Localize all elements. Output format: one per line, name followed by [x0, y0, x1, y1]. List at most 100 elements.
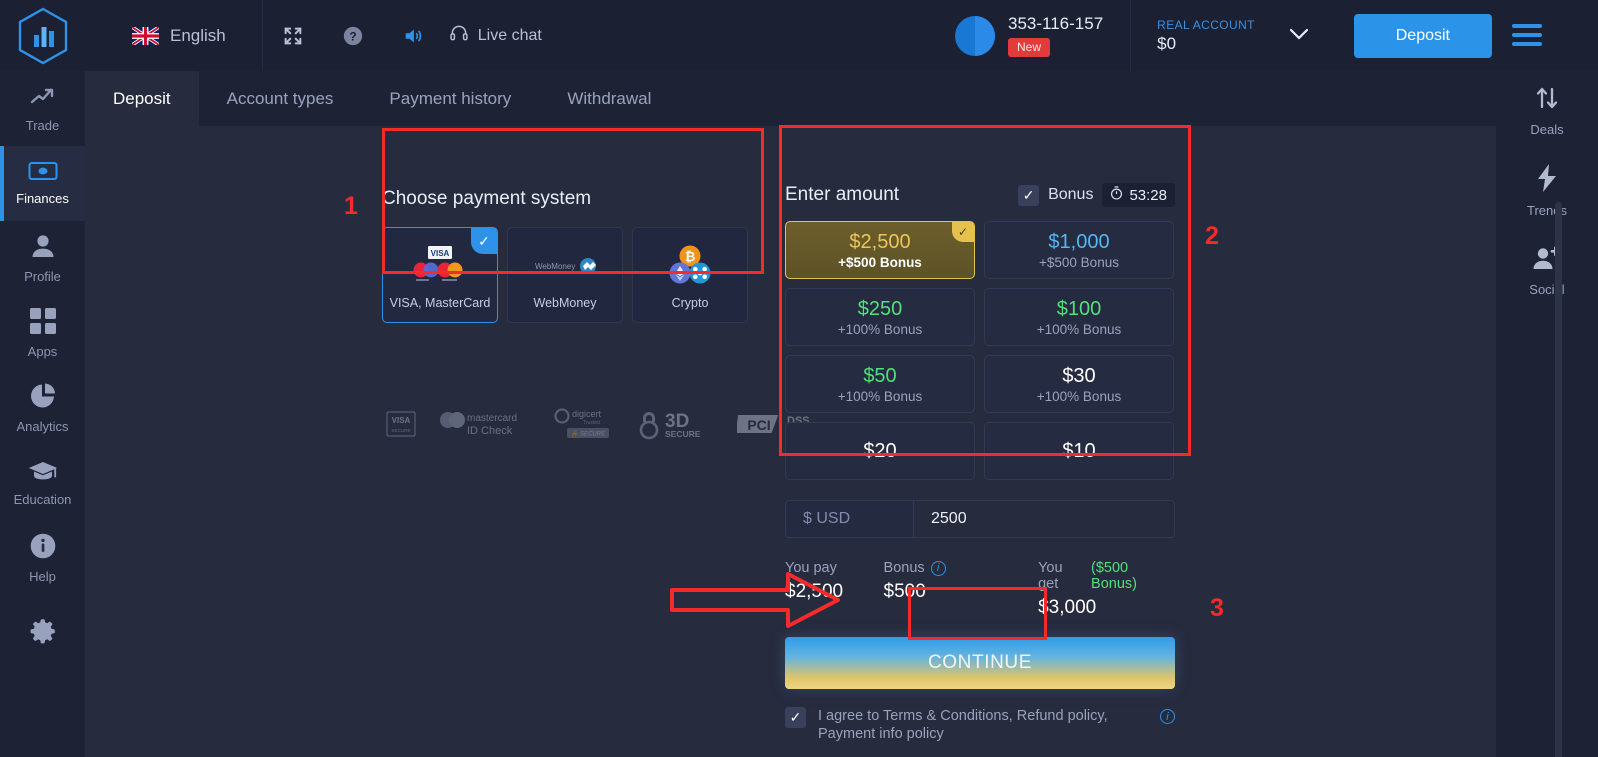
amount-input[interactable]: 2500	[914, 501, 1174, 537]
sidebar-item-label: Deals	[1530, 122, 1564, 137]
total-you-get: You get ($500 Bonus) $3,000	[1038, 560, 1175, 619]
sidebar-item-label: Analytics	[16, 419, 69, 434]
banknote-icon	[28, 161, 58, 186]
bonus-toggle-group: ✓ Bonus 53:28	[1018, 183, 1175, 207]
person-icon	[29, 233, 57, 264]
lightning-bolt-icon	[1536, 164, 1558, 197]
amount-bonus: +100% Bonus	[837, 389, 923, 404]
status-badge: New	[1008, 38, 1051, 57]
vertical-scrollbar[interactable]	[1555, 202, 1562, 757]
amount-option-100[interactable]: $100 +100% Bonus	[984, 288, 1174, 346]
bonus-checkbox[interactable]: ✓	[1018, 184, 1040, 206]
visa-secure-badge: VISA SECURE	[386, 411, 416, 437]
deposit-button[interactable]: Deposit	[1353, 13, 1492, 58]
fullscreen-icon[interactable]	[263, 0, 323, 71]
amount-bonus: +100% Bonus	[1036, 389, 1122, 404]
pie-chart-icon	[30, 383, 56, 414]
payment-card-label: Crypto	[671, 296, 709, 310]
sidebar-item-finances[interactable]: Finances	[0, 146, 85, 221]
language-label: English	[170, 25, 226, 45]
tab-account-types[interactable]: Account types	[226, 88, 334, 108]
live-chat-button[interactable]: Live chat	[443, 0, 562, 71]
sidebar-item-education[interactable]: Education	[0, 446, 85, 521]
sidebar-item-help[interactable]: Help	[0, 521, 85, 596]
account-id: 353-116-157	[1008, 14, 1104, 33]
topbar-icon-group: ? Live chat	[263, 0, 562, 71]
hamburger-menu-icon[interactable]	[1512, 24, 1542, 46]
info-circle-icon[interactable]: i	[1160, 709, 1175, 724]
sidebar-item-apps[interactable]: Apps	[0, 296, 85, 371]
3d-secure-badge: 3D SECURE	[639, 411, 701, 440]
amount-option-30[interactable]: $30 +100% Bonus	[984, 355, 1174, 413]
svg-text:WebMoney: WebMoney	[535, 262, 575, 271]
amount-bonus: +$500 Bonus	[838, 255, 922, 270]
tab-payment-history[interactable]: Payment history	[389, 88, 512, 108]
payment-card-label: WebMoney	[533, 296, 597, 310]
language-selector[interactable]: English	[132, 26, 226, 46]
amount-option-2500[interactable]: ✓ $2,500 +$500 Bonus	[785, 221, 975, 279]
tab-withdrawal[interactable]: Withdrawal	[567, 88, 652, 108]
avatar[interactable]	[955, 15, 995, 56]
continue-button[interactable]: CONTINUE	[785, 637, 1175, 689]
help-question-icon[interactable]: ?	[323, 0, 383, 71]
tab-deposit[interactable]: Deposit	[85, 71, 199, 126]
sidebar-item-analytics[interactable]: Analytics	[0, 371, 85, 446]
bonus-label: Bonus	[1048, 186, 1094, 203]
total-bonus-note: ($500 Bonus)	[1091, 560, 1137, 592]
bonus-timer: 53:28	[1102, 183, 1175, 207]
terms-checkbox[interactable]: ✓	[785, 707, 806, 728]
account-type-selector[interactable]: REAL ACCOUNT $0	[1157, 18, 1255, 54]
info-circle-icon[interactable]: i	[930, 560, 946, 576]
amount-option-1000[interactable]: $1,000 +$500 Bonus	[984, 221, 1174, 279]
svg-text:₿: ₿	[685, 249, 696, 264]
bonus-timer-value: 53:28	[1129, 186, 1167, 204]
terms-agreement: ✓ I agree to Terms & Conditions, Refund …	[785, 707, 1175, 743]
tab-bar: Deposit Account types Payment history Wi…	[85, 71, 1496, 126]
sidebar-item-trade[interactable]: Trade	[0, 71, 85, 146]
sidebar-item-label: Trade	[25, 118, 60, 133]
svg-text:VISA: VISA	[431, 249, 450, 258]
svg-text:VISA: VISA	[392, 416, 411, 425]
enter-amount: Enter amount ✓ Bonus 53:28	[785, 183, 1175, 757]
total-value: $2,500	[785, 581, 844, 602]
total-label: You get	[1038, 560, 1063, 592]
choose-payment-system: Choose payment system VISA	[382, 188, 762, 323]
trust-badges: VISA SECURE mastercard ID Check digicert…	[385, 408, 811, 440]
amount-option-250[interactable]: $250 +100% Bonus	[785, 288, 975, 346]
amount-value: $1,000	[1048, 231, 1110, 253]
amount-option-10[interactable]: $10	[984, 422, 1174, 480]
amount-value: $250	[857, 298, 903, 320]
payment-card-visa-mastercard[interactable]: VISA ✓ VISA, MasterCard	[382, 227, 498, 323]
total-label: You pay	[785, 560, 837, 576]
total-bonus: Bonus i $500	[884, 560, 1039, 619]
account-type-label: REAL ACCOUNT	[1157, 17, 1255, 32]
payment-card-label: VISA, MasterCard	[389, 296, 491, 310]
chart-hexagon-logo[interactable]	[17, 7, 69, 65]
sidebar-item-trends[interactable]: Trends	[1496, 151, 1598, 231]
live-chat-label: Live chat	[477, 26, 542, 44]
headset-icon	[449, 23, 469, 48]
webmoney-icon: WebMoney	[508, 244, 622, 288]
mastercard-idcheck-badge: mastercard ID Check	[440, 412, 517, 437]
sound-icon[interactable]	[383, 0, 443, 71]
amount-value: $2,500	[849, 231, 911, 253]
amount-value: $10	[1062, 440, 1096, 462]
sidebar-item-settings[interactable]	[0, 596, 85, 671]
crypto-coins-icon: ₿	[633, 244, 747, 288]
amount-option-20[interactable]: $20	[785, 422, 975, 480]
svg-text:🔒 SECURE: 🔒 SECURE	[571, 430, 606, 438]
sidebar-item-label: Finances	[16, 191, 69, 206]
amount-option-50[interactable]: $50 +100% Bonus	[785, 355, 975, 413]
payment-card-webmoney[interactable]: WebMoney WebMoney	[507, 227, 623, 323]
chevron-down-icon[interactable]	[1289, 27, 1309, 45]
payment-card-crypto[interactable]: ₿	[632, 227, 748, 323]
sidebar-item-social[interactable]: Social	[1496, 231, 1598, 311]
sidebar-item-deals[interactable]: Deals	[1496, 71, 1598, 151]
svg-text:SECURE: SECURE	[665, 429, 701, 439]
sidebar-item-profile[interactable]: Profile	[0, 221, 85, 296]
annotation-number-2: 2	[1205, 222, 1219, 250]
section-title: Choose payment system	[382, 188, 592, 209]
digicert-trusted-badge: digicert Trusted 🔒 SECURE	[554, 408, 609, 438]
account-area: 353-116-157 New REAL ACCOUNT $0 Deposit	[955, 0, 1492, 71]
currency-label[interactable]: $ USD	[786, 501, 914, 537]
